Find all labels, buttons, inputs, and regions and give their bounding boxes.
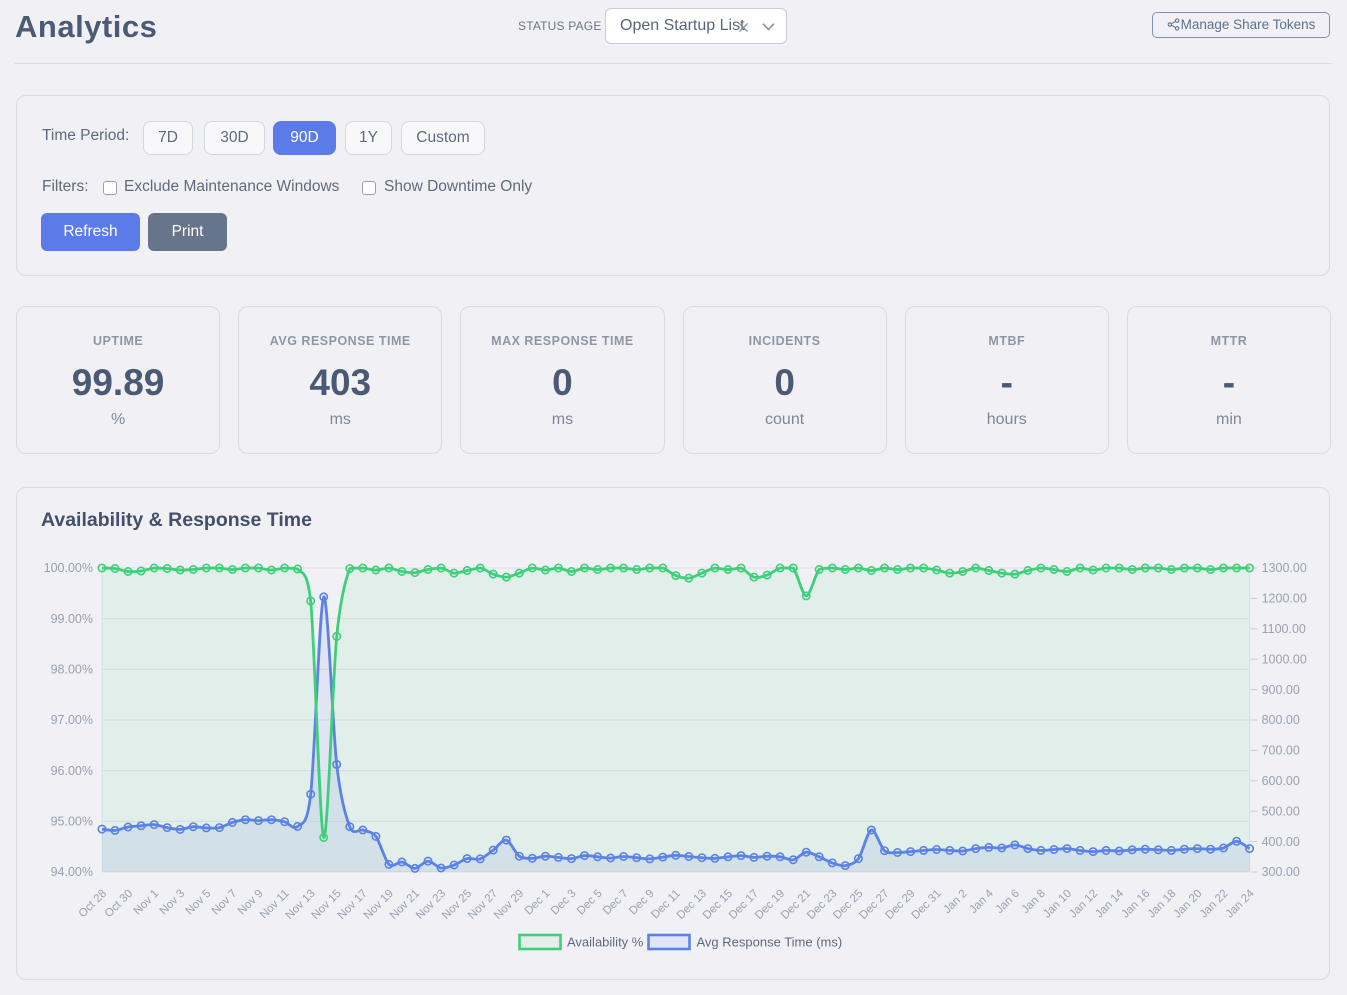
svg-text:Jan 12: Jan 12 xyxy=(1067,888,1100,921)
svg-text:Nov 7: Nov 7 xyxy=(210,888,240,918)
svg-text:Jan 22: Jan 22 xyxy=(1198,888,1231,921)
svg-text:600.00: 600.00 xyxy=(1262,774,1300,788)
svg-text:94.00%: 94.00% xyxy=(51,865,93,879)
svg-text:99.00%: 99.00% xyxy=(51,612,93,626)
svg-text:1200.00: 1200.00 xyxy=(1262,592,1307,606)
svg-text:Jan 24: Jan 24 xyxy=(1224,887,1257,920)
svg-text:95.00%: 95.00% xyxy=(51,815,93,829)
svg-text:Dec 31: Dec 31 xyxy=(909,888,943,922)
svg-text:700.00: 700.00 xyxy=(1262,744,1300,758)
svg-text:900.00: 900.00 xyxy=(1262,683,1300,697)
svg-text:300.00: 300.00 xyxy=(1262,865,1300,879)
svg-text:Avg Response Time (ms): Avg Response Time (ms) xyxy=(697,935,843,950)
svg-text:Jan 16: Jan 16 xyxy=(1120,888,1153,921)
svg-text:Nov 5: Nov 5 xyxy=(184,888,214,918)
svg-text:96.00%: 96.00% xyxy=(51,764,93,778)
svg-text:1300.00: 1300.00 xyxy=(1262,561,1307,575)
svg-text:Dec 3: Dec 3 xyxy=(549,888,579,918)
svg-text:Oct 30: Oct 30 xyxy=(103,888,135,920)
svg-text:Nov 3: Nov 3 xyxy=(158,888,188,918)
svg-text:Dec 1: Dec 1 xyxy=(523,888,553,918)
svg-text:800.00: 800.00 xyxy=(1262,713,1300,727)
svg-text:Availability %: Availability % xyxy=(567,935,644,950)
svg-text:Nov 29: Nov 29 xyxy=(492,888,526,922)
svg-text:Jan 6: Jan 6 xyxy=(994,888,1022,916)
svg-text:Dec 7: Dec 7 xyxy=(601,888,631,918)
svg-text:98.00%: 98.00% xyxy=(51,663,93,677)
svg-text:Jan 18: Jan 18 xyxy=(1146,888,1179,921)
svg-text:400.00: 400.00 xyxy=(1262,835,1300,849)
svg-text:500.00: 500.00 xyxy=(1262,804,1300,818)
svg-text:Dec 5: Dec 5 xyxy=(575,888,605,918)
svg-text:Jan 2: Jan 2 xyxy=(941,888,969,916)
svg-text:97.00%: 97.00% xyxy=(51,713,93,727)
svg-text:Jan 10: Jan 10 xyxy=(1041,888,1074,921)
svg-text:Jan 4: Jan 4 xyxy=(968,887,997,916)
svg-text:Jan 20: Jan 20 xyxy=(1172,888,1205,921)
svg-text:Oct 28: Oct 28 xyxy=(77,888,109,920)
svg-text:1000.00: 1000.00 xyxy=(1262,652,1307,666)
svg-text:Nov 1: Nov 1 xyxy=(132,888,162,918)
svg-text:1100.00: 1100.00 xyxy=(1262,622,1306,636)
svg-text:100.00%: 100.00% xyxy=(44,561,93,575)
